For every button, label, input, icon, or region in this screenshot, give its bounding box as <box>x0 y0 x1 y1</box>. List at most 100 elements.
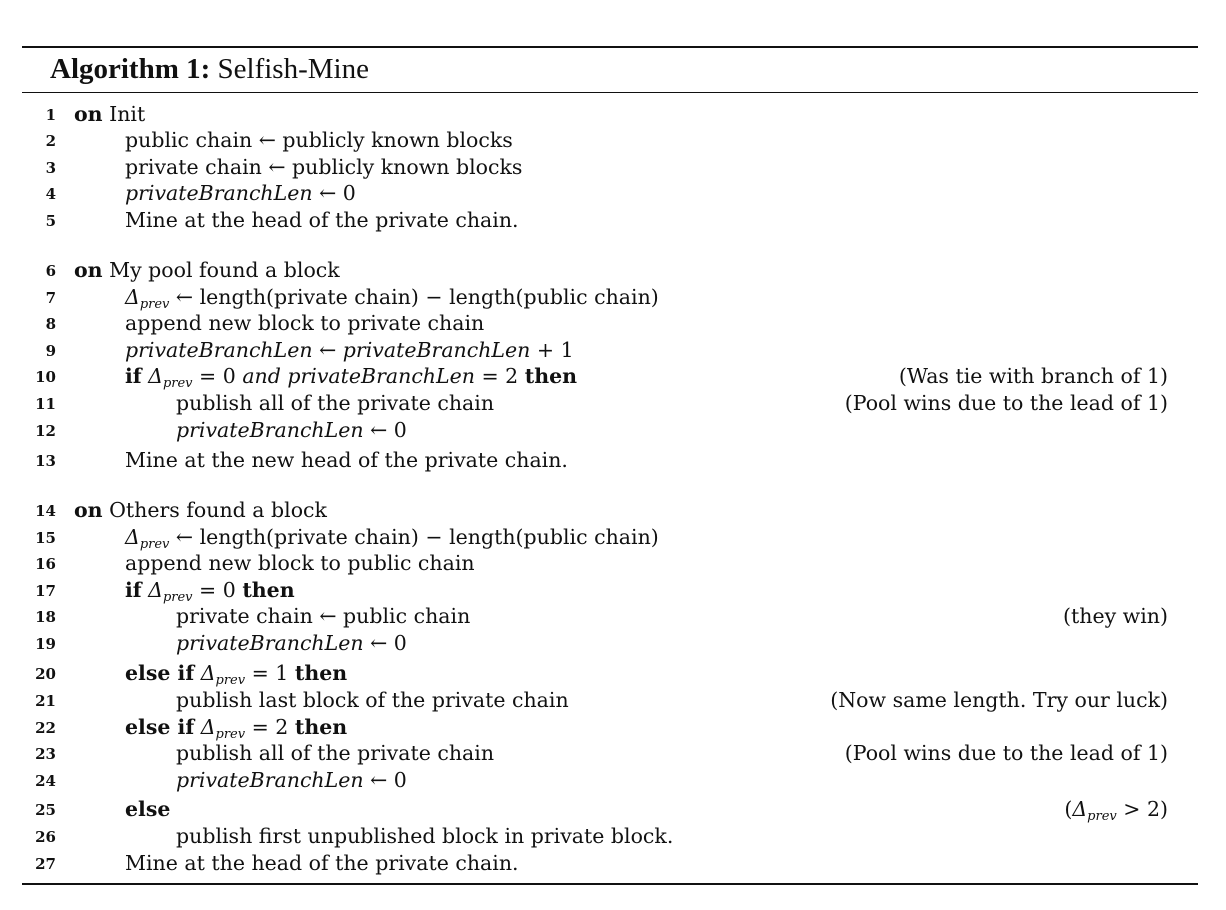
bottom-rule <box>22 883 1198 885</box>
delta-symbol: Δ <box>1072 797 1088 821</box>
line-code: if Δprev = 0 then <box>125 577 295 605</box>
line-comment: (Pool wins due to the lead of 1) <box>845 390 1168 416</box>
line-code: Δprev ← length(private chain) − length(p… <box>125 284 659 312</box>
comment-text: (Was tie with branch of 1) <box>898 364 1168 388</box>
line-number: 5 <box>45 212 56 230</box>
condition-text: and privateBranchLen <box>242 364 475 388</box>
line-code: publish first unpublished block in priva… <box>176 823 673 849</box>
keyword-else-if: else if <box>125 715 195 739</box>
keyword-then: then <box>524 364 578 388</box>
line-number: 23 <box>35 745 56 763</box>
keyword-if: if <box>125 578 142 602</box>
line-code: publish last block of the private chain <box>176 687 569 713</box>
delta-symbol: Δ <box>148 364 163 388</box>
line-code: private chain ← public chain <box>176 603 470 629</box>
code-text: Mine at the head of the private chain. <box>125 851 519 875</box>
comment-text: > 2) <box>1116 797 1168 821</box>
variable-private-branch-len: privateBranchLen <box>342 338 531 362</box>
subscript-prev: prev <box>139 297 170 312</box>
code-text: publish all of the private chain <box>176 741 495 765</box>
comment-text: (Pool wins due to the lead of 1) <box>844 391 1168 415</box>
line-comment: (Now same length. Try our luck) <box>830 687 1168 713</box>
line-number: 27 <box>35 855 56 873</box>
subscript-prev: prev <box>162 590 193 605</box>
variable-private-branch-len: privateBranchLen <box>176 768 364 792</box>
line-number: 6 <box>45 262 56 280</box>
algorithm-line-2: 2 public chain ← publicly known blocks <box>0 127 1226 153</box>
code-text: append new block to private chain <box>125 311 485 335</box>
algorithm-line-17: 17 if Δprev = 0 then <box>0 577 1226 605</box>
line-number: 11 <box>35 395 56 413</box>
code-text: = 0 <box>192 364 243 388</box>
line-number: 25 <box>35 801 56 819</box>
code-text: = 0 <box>192 578 243 602</box>
line-code: on My pool found a block <box>74 257 340 283</box>
code-text: ← <box>312 338 343 362</box>
line-code: privateBranchLen ← 0 <box>176 630 407 656</box>
line-number: 18 <box>35 608 56 626</box>
algorithm-line-8: 8 append new block to private chain <box>0 310 1226 336</box>
line-number: 7 <box>45 289 56 307</box>
line-code: publish all of the private chain <box>176 390 494 416</box>
keyword-on: on <box>74 498 103 522</box>
code-text: ← length(private chain) − length(public … <box>169 525 659 549</box>
line-code: append new block to private chain <box>125 310 484 336</box>
code-text: = 2 <box>245 715 295 739</box>
line-code: else if Δprev = 1 then <box>125 660 347 688</box>
line-number: 26 <box>35 828 56 846</box>
line-number: 9 <box>45 342 56 360</box>
variable-private-branch-len: privateBranchLen <box>176 631 364 655</box>
line-number: 24 <box>35 772 56 790</box>
line-code: privateBranchLen ← 0 <box>125 180 356 206</box>
line-comment: (Was tie with branch of 1) <box>899 363 1168 389</box>
line-code: on Others found a block <box>74 497 327 523</box>
top-rule <box>22 46 1198 48</box>
line-code: Mine at the head of the private chain. <box>125 850 519 876</box>
code-text: Mine at the new head of the private chai… <box>125 448 568 472</box>
algorithm-line-25: 25 else (Δprev > 2) <box>0 796 1226 824</box>
keyword-on: on <box>74 102 103 126</box>
keyword-else-if: else if <box>125 661 195 685</box>
code-text: public chain ← publicly known blocks <box>125 128 513 152</box>
keyword-then: then <box>294 715 348 739</box>
algorithm-line-5: 5 Mine at the head of the private chain. <box>0 207 1226 233</box>
algorithm-line-26: 26 publish first unpublished block in pr… <box>0 823 1226 849</box>
algorithm-title: Algorithm 1: Selfish-Mine <box>50 52 369 86</box>
algorithm-line-11: 11 publish all of the private chain (Poo… <box>0 390 1226 416</box>
code-text: private chain ← public chain <box>176 604 471 628</box>
title-rule <box>22 92 1198 93</box>
code-text: = 1 <box>245 661 295 685</box>
keyword-then: then <box>242 578 295 602</box>
line-number: 1 <box>45 106 56 124</box>
line-code: privateBranchLen ← 0 <box>176 767 407 793</box>
line-comment: (they win) <box>1063 603 1168 629</box>
subscript-prev: prev <box>1087 809 1117 824</box>
line-number: 16 <box>35 555 56 573</box>
variable-private-branch-len: privateBranchLen <box>125 181 313 205</box>
code-text: ← 0 <box>363 768 407 792</box>
line-code: private chain ← publicly known blocks <box>125 154 522 180</box>
code-text: Init <box>102 102 146 126</box>
line-number: 15 <box>35 529 56 547</box>
delta-symbol: Δ <box>200 661 216 685</box>
line-number: 2 <box>45 132 56 150</box>
keyword-else: else <box>125 797 171 821</box>
algorithm-line-4: 4 privateBranchLen ← 0 <box>0 180 1226 206</box>
code-text: publish all of the private chain <box>176 391 495 415</box>
code-text: ← 0 <box>363 418 407 442</box>
algorithm-label: Algorithm 1: <box>50 53 211 85</box>
code-text: = 2 <box>474 364 525 388</box>
subscript-prev: prev <box>215 673 246 688</box>
code-text: + 1 <box>530 338 574 362</box>
delta-symbol: Δ <box>125 525 140 549</box>
algorithm-line-24: 24 privateBranchLen ← 0 <box>0 767 1226 793</box>
algorithm-line-18: 18 private chain ← public chain (they wi… <box>0 603 1226 629</box>
line-code: public chain ← publicly known blocks <box>125 127 513 153</box>
keyword-on: on <box>74 258 103 282</box>
line-number: 4 <box>45 185 56 203</box>
line-number: 22 <box>35 719 56 737</box>
delta-symbol: Δ <box>148 578 163 602</box>
line-code: append new block to public chain <box>125 550 475 576</box>
algorithm-line-20: 20 else if Δprev = 1 then <box>0 660 1226 688</box>
comment-text: (Pool wins due to the lead of 1) <box>844 741 1168 765</box>
